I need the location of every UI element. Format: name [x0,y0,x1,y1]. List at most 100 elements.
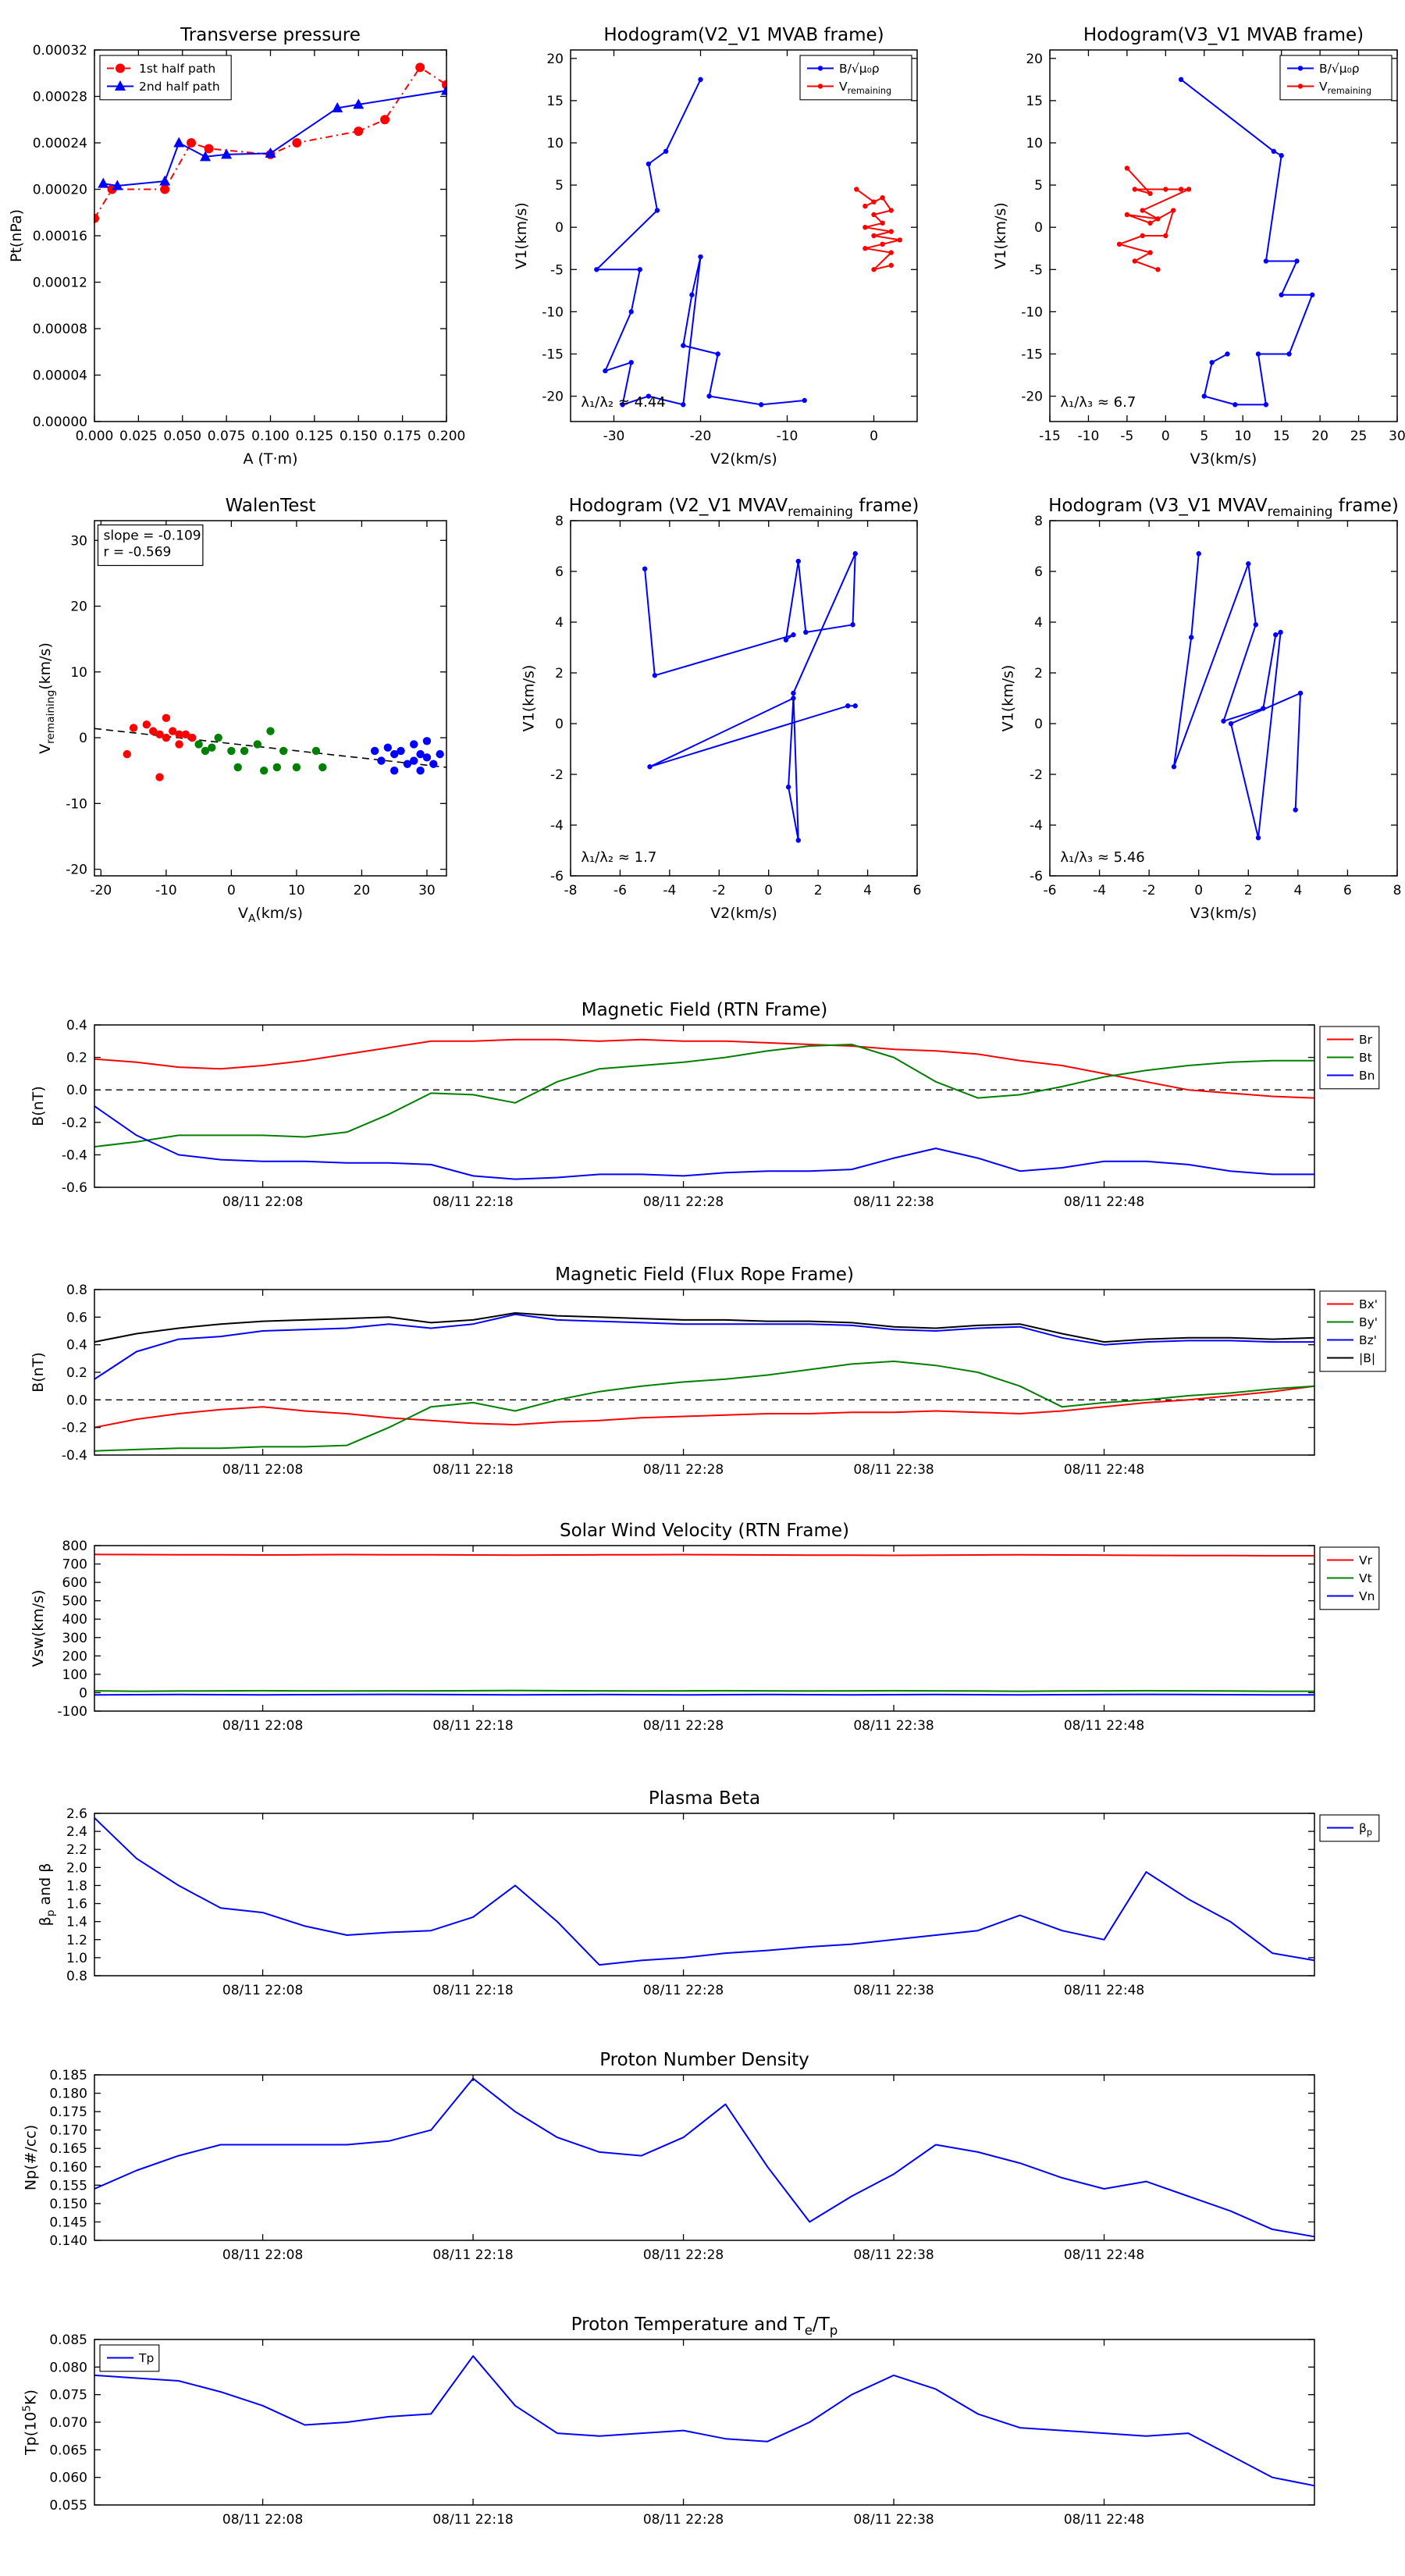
y-tick-label: -2 [550,767,564,783]
y-tick-label: 0.00004 [33,368,87,384]
x-tick-label: 08/11 22:38 [853,1194,934,1210]
lambda-annotation: λ₁/λ₃ ≈ 5.46 [1060,849,1144,866]
y-tick-label: 0.6 [66,1310,87,1325]
axes-frame [94,1024,1315,1188]
y-tick-label: 0.175 [49,2105,87,2120]
legend: B/√μ₀ρ Vremaining [799,55,912,101]
x-tick-label: 08/11 22:38 [853,1462,934,1478]
y-tick-label: -0.4 [62,1448,87,1464]
x-tick-label: 0.100 [251,429,290,444]
y-tick-label: 8 [555,514,564,529]
series-group [1116,76,1315,407]
y-tick-label: 4 [555,615,564,631]
markers-series [194,727,327,775]
x-tick-label: -10 [155,883,177,898]
ticks: 08/11 22:08 08/11 22:18 08/11 22:28 08/11 2… [66,1806,1314,1998]
y-tick-label: 700 [62,1557,87,1573]
x-tick-label: 08/11 22:48 [1064,1194,1144,1210]
ticks: 0.000 0.025 0.050 0.075 0.100 0.125 0.150 0.175… [33,43,466,444]
series-1st half path [94,66,447,219]
series-group [94,2077,1315,2238]
x-tick-label: 08/11 22:18 [432,1983,513,1998]
y-tick-label: 0.065 [49,2443,87,2458]
chart-title: Magnetic Field (RTN Frame) [582,1000,828,1020]
x-tick-label: 0.025 [119,429,158,444]
x-tick-label: 10 [288,883,305,898]
stats-line: r = -0.569 [104,544,172,560]
y-tick-label: -20 [1021,390,1043,405]
series-group [94,1817,1315,1966]
y-tick-label: -15 [1021,347,1043,362]
y-tick-label: 0.00032 [33,43,87,59]
y-tick-label: 30 [70,533,87,549]
y-tick-label: 10 [546,136,564,151]
markers-B/√μ₀ρ [594,76,807,407]
axes-frame [94,2339,1315,2506]
legend-label: 2nd half path [139,80,220,94]
axes-frame [94,49,447,422]
x-tick-label: 30 [1389,429,1405,444]
x-tick-label: 08/11 22:38 [853,1718,934,1734]
chart-title: Plasma Beta [649,1788,760,1809]
y-tick-label: 0.8 [66,1283,87,1298]
legend-label: B/√μ₀ρ [839,62,880,76]
x-tick-label: 08/11 22:48 [1064,1983,1144,1998]
y-tick-label: -5 [550,262,564,278]
series-group [594,76,903,407]
panel-vsw-rtn: 08/11 22:08 08/11 22:18 08/11 22:28 08/11 2… [30,1521,1380,1734]
x-tick-label: 08/11 22:08 [222,2512,303,2528]
y-tick-label: 0 [555,717,564,732]
series-B/√μ₀ρ [1172,553,1301,839]
x-tick-label: 20 [1311,429,1329,444]
y-tick-label: -0.2 [62,1421,87,1436]
y-tick-label: 0.2 [66,1051,87,1066]
legend: Bx' By' Bz' |B| [1319,1290,1386,1372]
x-axis-label: V2(km/s) [710,905,777,922]
x-tick-label: 10 [1234,429,1251,444]
x-tick-label: 6 [913,883,922,898]
legend: 1st half path 2nd half path [99,55,232,101]
y-tick-label: 0 [1034,717,1043,732]
axes-frame [94,1813,1315,1976]
x-tick-label: 08/11 22:18 [432,1462,513,1478]
x-tick-label: 0.125 [296,429,334,444]
y-tick-label: -10 [66,796,87,812]
panel-hodogram-v3v1-mvav: -6 -4 -2 0 2 4 6 8 -6 -4 -2 0 2 4 6 8 Hodogram (V3_V1 MV… [999,496,1401,922]
lambda-annotation: λ₁/λ₂ ≈ 4.44 [581,394,665,411]
chart-title: Hodogram(V3_V1 MVAB frame) [1083,25,1364,45]
x-tick-label: 08/11 22:28 [643,1983,724,1998]
y-tick-label: 0.4 [66,1018,87,1034]
y-tick-label: -2 [1030,767,1043,783]
series-βp [94,1817,1315,1966]
y-tick-label: 2.4 [66,1824,87,1840]
chart-title: Hodogram(V2_V1 MVAB frame) [603,25,884,45]
legend-label: 1st half path [139,62,215,76]
y-axis-label: Vremaining(km/s) [37,642,57,754]
x-axis-label: V3(km/s) [1190,450,1257,468]
y-tick-label: -5 [1030,262,1043,278]
y-tick-label: -0.4 [62,1147,87,1163]
markers-Vremaining [1116,165,1192,272]
axes-frame [94,1289,1315,1456]
ticks: 08/11 22:08 08/11 22:18 08/11 22:28 08/11 2… [62,1283,1314,1478]
markers-B/√μ₀ρ [642,551,858,843]
y-tick-label: -6 [1030,869,1043,884]
y-tick-label: 0.00008 [33,322,87,337]
legend-label: By' [1359,1315,1378,1329]
x-tick-label: -2 [1143,883,1156,898]
legend: Br Bt Bn [1319,1026,1380,1090]
y-tick-label: 0.085 [49,2332,87,2348]
y-tick-label: 0.0 [66,1083,87,1098]
y-tick-label: 5 [1034,178,1043,194]
y-tick-label: 0 [1034,220,1043,236]
x-tick-label: 08/11 22:28 [643,1718,724,1734]
series-group [94,1553,1314,1696]
stats-box [97,524,204,567]
y-tick-label: -10 [1021,304,1043,320]
x-tick-label: 0.075 [208,429,246,444]
chart-title: Proton Temperature and Te/Tp [571,2314,838,2338]
series-group [642,551,858,843]
ticks: -30 -20 -10 0 -20 -15 -10 -5 0 5 10 15 20 [542,50,917,444]
x-tick-label: 8 [1393,883,1402,898]
legend: B/√μ₀ρ Vremaining [1279,55,1393,101]
